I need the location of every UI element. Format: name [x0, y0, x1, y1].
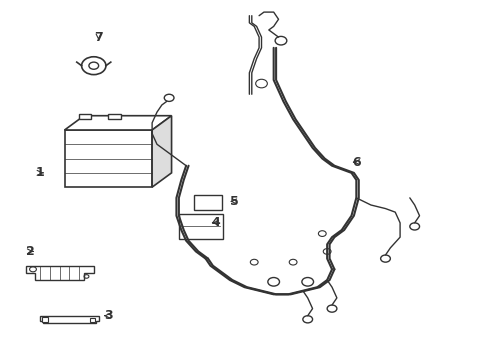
Text: 2: 2: [26, 245, 35, 258]
FancyBboxPatch shape: [194, 195, 221, 210]
Text: 5: 5: [230, 195, 239, 208]
Text: 4: 4: [210, 216, 219, 229]
Bar: [41, 317, 47, 322]
Bar: [79, 114, 91, 119]
Polygon shape: [40, 316, 99, 323]
FancyBboxPatch shape: [64, 130, 152, 187]
Text: 6: 6: [351, 156, 360, 168]
Text: 7: 7: [94, 31, 103, 44]
Polygon shape: [64, 116, 171, 130]
Polygon shape: [152, 116, 171, 187]
Bar: [108, 114, 120, 119]
Bar: [90, 318, 95, 322]
FancyBboxPatch shape: [179, 214, 222, 239]
Text: 3: 3: [104, 309, 112, 322]
Polygon shape: [26, 266, 94, 280]
Text: 1: 1: [36, 166, 44, 179]
